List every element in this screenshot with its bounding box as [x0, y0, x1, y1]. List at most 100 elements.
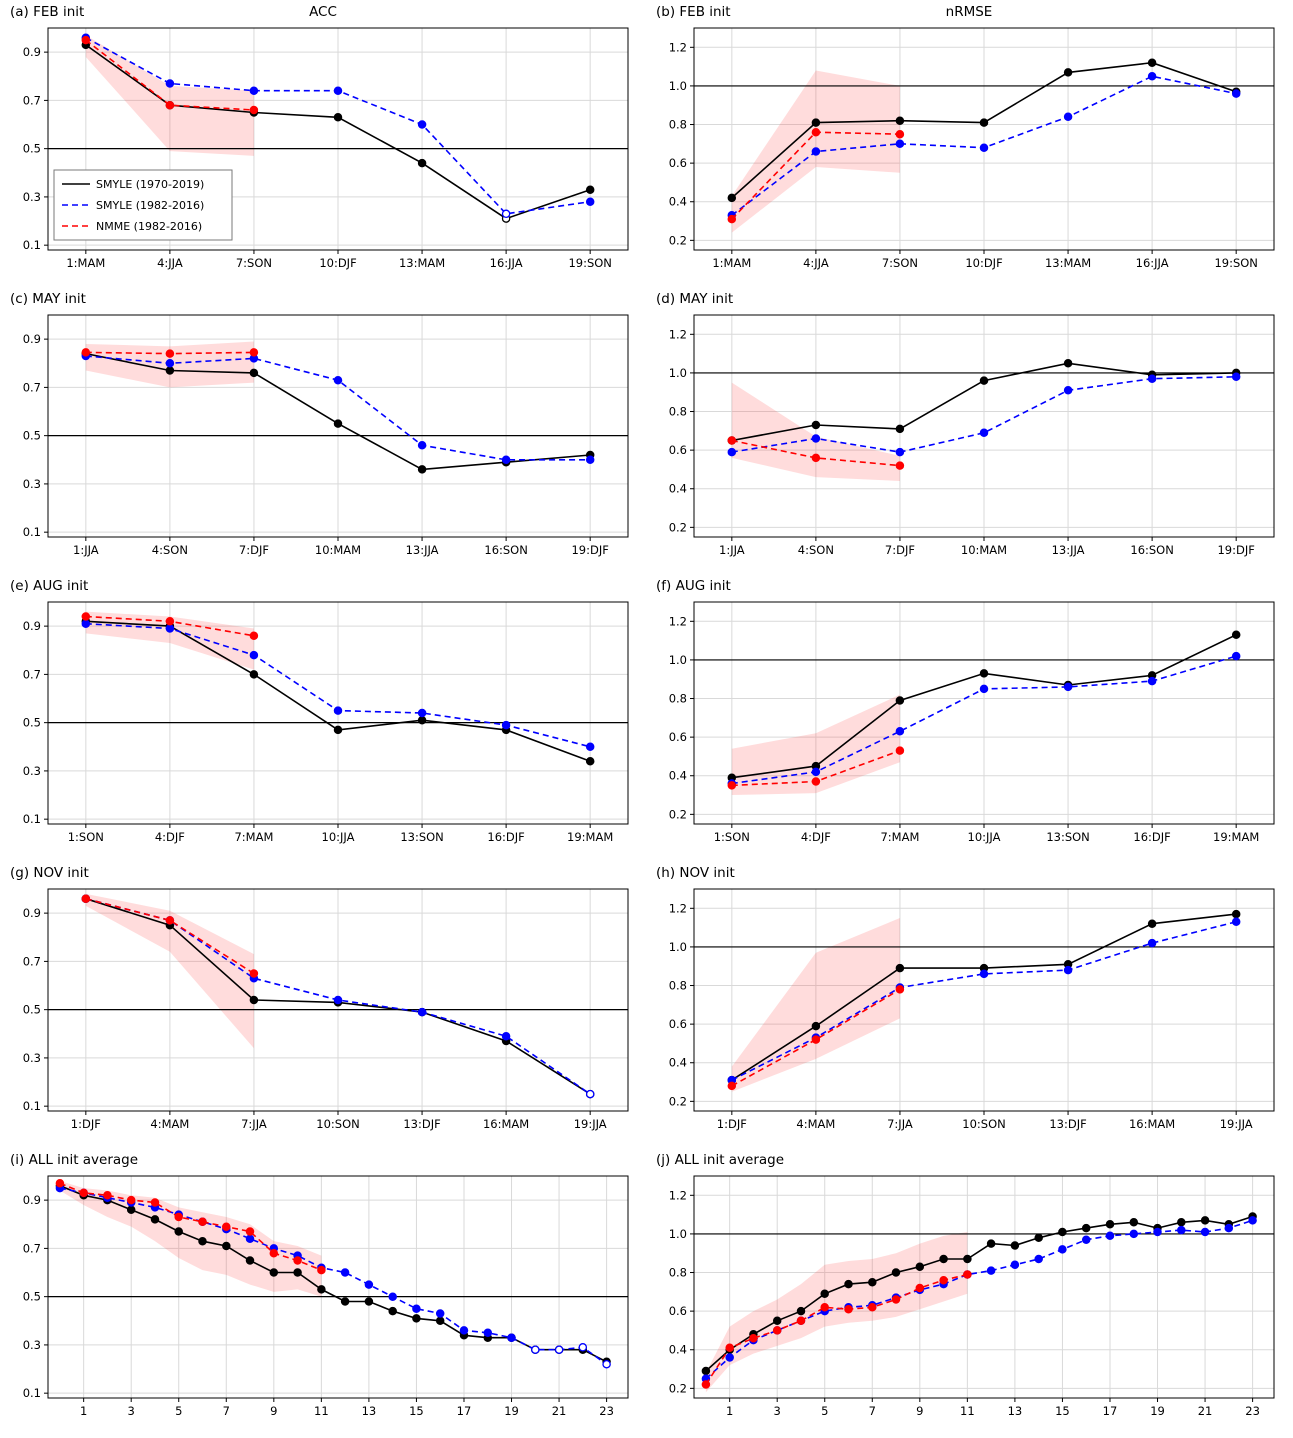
svg-text:0.8: 0.8 — [669, 692, 687, 706]
svg-text:16:JJA: 16:JJA — [490, 256, 523, 270]
panel-h: (h) NOV init 0.2 0.4 0.6 0.8 1.0 1.2 1:DJF 4:MAM… — [646, 861, 1292, 1148]
svg-text:1:SON: 1:SON — [68, 830, 104, 844]
svg-text:0.9: 0.9 — [23, 906, 41, 920]
panel-label-h: (h) NOV init — [656, 865, 735, 881]
svg-text:19:JJA: 19:JJA — [1220, 1117, 1253, 1131]
svg-text:17: 17 — [1103, 1404, 1118, 1418]
panel-header-b: (b) FEB init nRMSE — [646, 0, 1292, 20]
panel-g: (g) NOV init 0.1 0.3 0.5 0.7 0.9 1:DJF 4:MAM 7:J… — [0, 861, 646, 1148]
svg-text:1.0: 1.0 — [669, 653, 687, 667]
panel-b: (b) FEB init nRMSE 0.2 0.4 0.6 0.8 1.0 1.2 1:MAM… — [646, 0, 1292, 287]
chart-canvas-f: 0.2 0.4 0.6 0.8 1.0 1.2 1:SON 4:DJF 7:MAM 10:JJA 1… — [669, 601, 1275, 844]
svg-text:4:MAM: 4:MAM — [796, 1117, 835, 1131]
panel-header-f: (f) AUG init — [646, 574, 1292, 594]
svg-text:0.8: 0.8 — [669, 1266, 687, 1280]
svg-text:13:JJA: 13:JJA — [1052, 543, 1085, 557]
svg-text:0.9: 0.9 — [23, 619, 41, 633]
panel-label-f: (f) AUG init — [656, 578, 731, 594]
panel-header-g: (g) NOV init — [0, 861, 646, 881]
svg-text:0.8: 0.8 — [669, 118, 687, 132]
svg-text:13:SON: 13:SON — [1046, 830, 1089, 844]
svg-text:3: 3 — [128, 1404, 135, 1418]
panel-d: (d) MAY init 0.2 0.4 0.6 0.8 1.0 1.2 1:JJA 4:SON… — [646, 287, 1292, 574]
panel-label-i: (i) ALL init average — [10, 1152, 139, 1168]
svg-text:16:SON: 16:SON — [1130, 543, 1173, 557]
panel-header-h: (h) NOV init — [646, 861, 1292, 881]
column-title-nrmse: nRMSE — [945, 4, 993, 20]
svg-text:19:SON: 19:SON — [1214, 256, 1257, 270]
svg-text:7:JJA: 7:JJA — [241, 1117, 267, 1131]
svg-text:19:MAM: 19:MAM — [1213, 830, 1259, 844]
svg-text:0.2: 0.2 — [669, 1094, 687, 1108]
svg-text:10:JJA: 10:JJA — [968, 830, 1001, 844]
svg-text:23: 23 — [599, 1404, 614, 1418]
svg-text:11: 11 — [314, 1404, 329, 1418]
svg-text:10:SON: 10:SON — [962, 1117, 1005, 1131]
svg-text:5: 5 — [821, 1404, 828, 1418]
svg-text:13:DJF: 13:DJF — [1049, 1117, 1086, 1131]
chart-canvas-c: 0.1 0.3 0.5 0.7 0.9 1:JJA 4:SON 7:DJF 10:MAM 13:J… — [23, 314, 629, 557]
svg-text:0.1: 0.1 — [23, 525, 41, 539]
panel-label-e: (e) AUG init — [10, 578, 89, 594]
svg-text:0.7: 0.7 — [23, 93, 41, 107]
svg-text:13:DJF: 13:DJF — [403, 1117, 440, 1131]
svg-text:0.4: 0.4 — [669, 1343, 687, 1357]
svg-text:0.5: 0.5 — [23, 1003, 41, 1017]
svg-text:7:SON: 7:SON — [882, 256, 918, 270]
svg-text:23: 23 — [1245, 1404, 1260, 1418]
panel-j: (j) ALL init average 0.2 0.4 0.6 0.8 1.0 1.2 1 3… — [646, 1148, 1292, 1435]
svg-text:0.6: 0.6 — [669, 730, 687, 744]
svg-text:SMYLE (1982-2016): SMYLE (1982-2016) — [96, 199, 204, 212]
svg-text:19:JJA: 19:JJA — [574, 1117, 607, 1131]
svg-text:19:DJF: 19:DJF — [571, 543, 608, 557]
svg-text:0.1: 0.1 — [23, 238, 41, 252]
svg-text:7: 7 — [869, 1404, 876, 1418]
svg-text:16:SON: 16:SON — [484, 543, 527, 557]
svg-text:16:MAM: 16:MAM — [1129, 1117, 1175, 1131]
svg-text:13:SON: 13:SON — [400, 830, 443, 844]
svg-text:7:MAM: 7:MAM — [234, 830, 273, 844]
svg-text:19: 19 — [1150, 1404, 1165, 1418]
svg-text:0.6: 0.6 — [669, 1017, 687, 1031]
svg-text:21: 21 — [1198, 1404, 1213, 1418]
chart-canvas-e: 0.1 0.3 0.5 0.7 0.9 1:SON 4:DJF 7:MAM 10:JJA 13:S… — [23, 601, 629, 844]
panel-e: (e) AUG init 0.1 0.3 0.5 0.7 0.9 1:SON 4:DJF 7:M… — [0, 574, 646, 861]
panel-header-a: (a) FEB init ACC — [0, 0, 646, 20]
svg-text:4:SON: 4:SON — [152, 543, 188, 557]
svg-text:0.3: 0.3 — [23, 764, 41, 778]
svg-text:1:MAM: 1:MAM — [712, 256, 751, 270]
svg-text:1:JJA: 1:JJA — [73, 543, 99, 557]
svg-text:0.8: 0.8 — [669, 979, 687, 993]
svg-text:1:DJF: 1:DJF — [717, 1117, 747, 1131]
panel-label-a: (a) FEB init — [10, 4, 85, 20]
svg-text:10:JJA: 10:JJA — [322, 830, 355, 844]
chart-canvas-j: 0.20.40.60.81.01.21 3 5 7 9 11 13 15 17 19 21 23 — [669, 1175, 1275, 1418]
panel-f: (f) AUG init 0.2 0.4 0.6 0.8 1.0 1.2 1:SON 4:DJF… — [646, 574, 1292, 861]
svg-text:1.0: 1.0 — [669, 366, 687, 380]
svg-text:5: 5 — [175, 1404, 182, 1418]
svg-text:0.4: 0.4 — [669, 482, 687, 496]
svg-text:13: 13 — [362, 1404, 377, 1418]
svg-text:0.7: 0.7 — [23, 1241, 41, 1255]
chart-canvas-d: 0.2 0.4 0.6 0.8 1.0 1.2 1:JJA 4:SON 7:DJF 10:MAM 1… — [669, 314, 1275, 557]
svg-text:0.4: 0.4 — [669, 195, 687, 209]
svg-text:1.2: 1.2 — [669, 901, 687, 915]
svg-text:16:DJF: 16:DJF — [1133, 830, 1170, 844]
svg-text:0.5: 0.5 — [23, 716, 41, 730]
panel-header-c: (c) MAY init — [0, 287, 646, 307]
svg-text:7:DJF: 7:DJF — [239, 543, 269, 557]
svg-text:0.9: 0.9 — [23, 1193, 41, 1207]
svg-text:15: 15 — [1055, 1404, 1070, 1418]
svg-text:0.6: 0.6 — [669, 1304, 687, 1318]
svg-text:19:MAM: 19:MAM — [567, 830, 613, 844]
svg-text:0.1: 0.1 — [23, 1099, 41, 1113]
svg-text:1.2: 1.2 — [669, 40, 687, 54]
svg-text:1.2: 1.2 — [669, 1188, 687, 1202]
svg-text:0.5: 0.5 — [23, 429, 41, 443]
panel-label-c: (c) MAY init — [10, 291, 86, 307]
svg-text:16:DJF: 16:DJF — [487, 830, 524, 844]
svg-text:1.2: 1.2 — [669, 614, 687, 628]
svg-text:1: 1 — [726, 1404, 733, 1418]
svg-text:0.6: 0.6 — [669, 443, 687, 457]
